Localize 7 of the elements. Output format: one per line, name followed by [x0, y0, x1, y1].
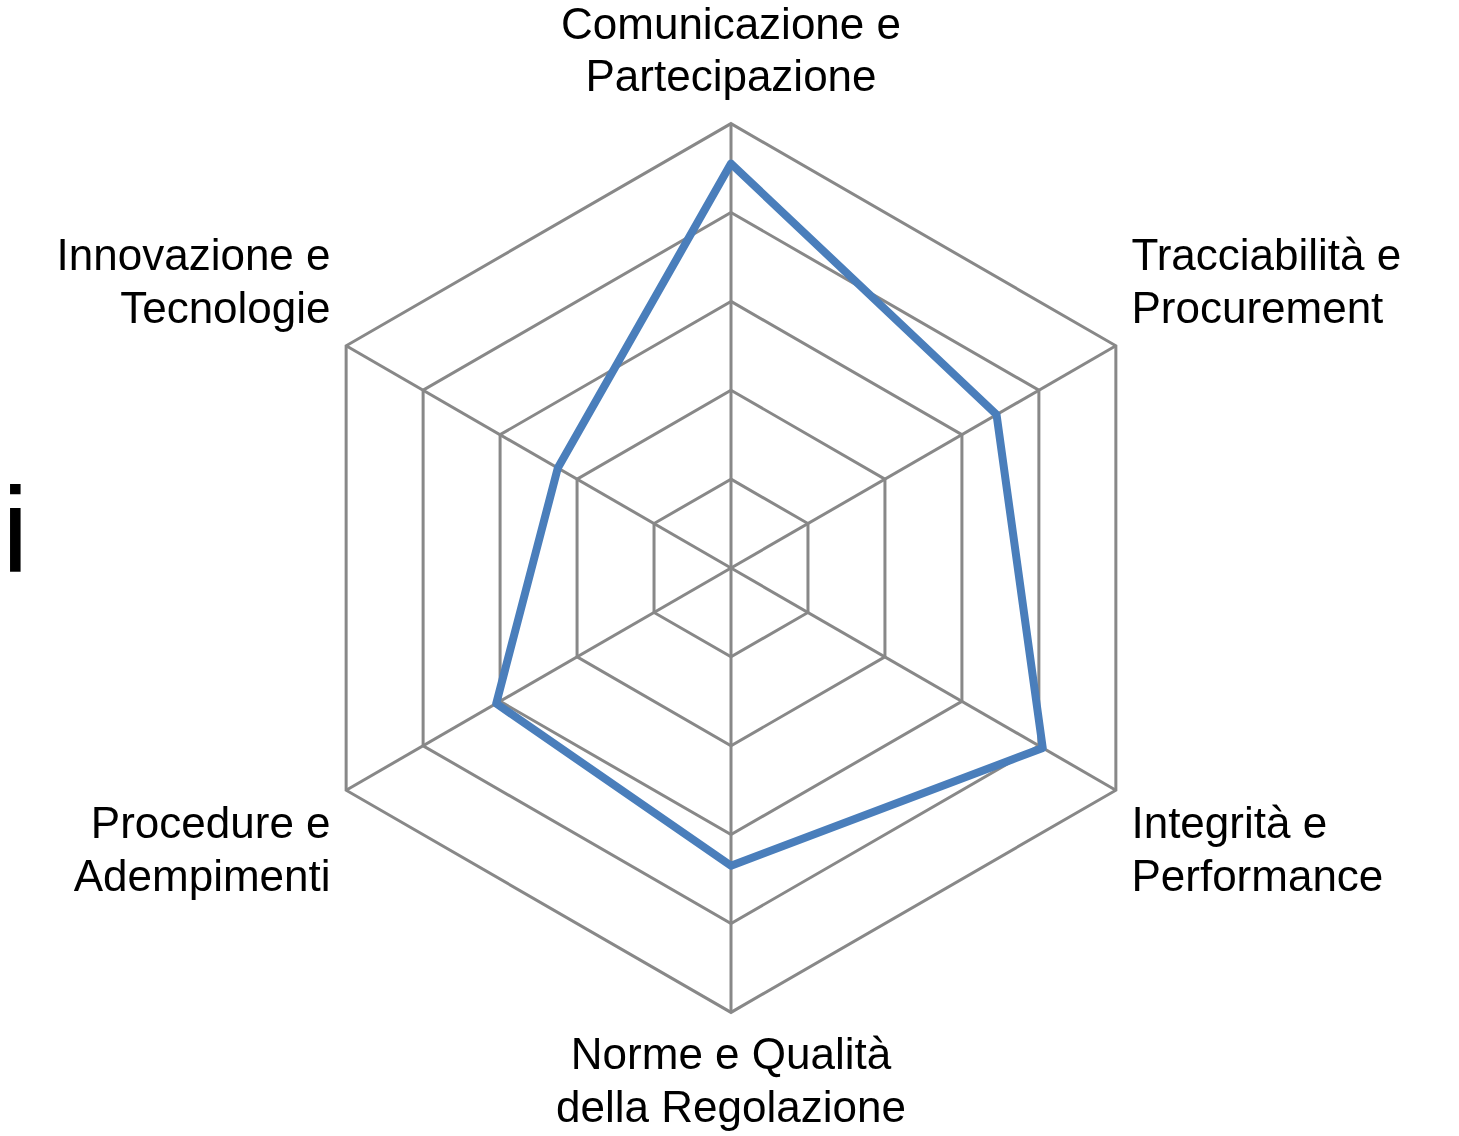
text: i [2, 461, 29, 598]
spoke-label: Norme e Qualità della Regolazione [556, 1028, 906, 1131]
spoke-label: Tracciabilità e Procurement [1131, 229, 1402, 332]
spoke-label: Innovazione e Tecnologie [56, 229, 331, 332]
spoke-label: Comunicazione e Partecipazione [561, 0, 901, 101]
spoke-label: Procedure e Adempimenti [73, 797, 331, 900]
spoke-label: Integrità e Performance [1131, 797, 1384, 900]
